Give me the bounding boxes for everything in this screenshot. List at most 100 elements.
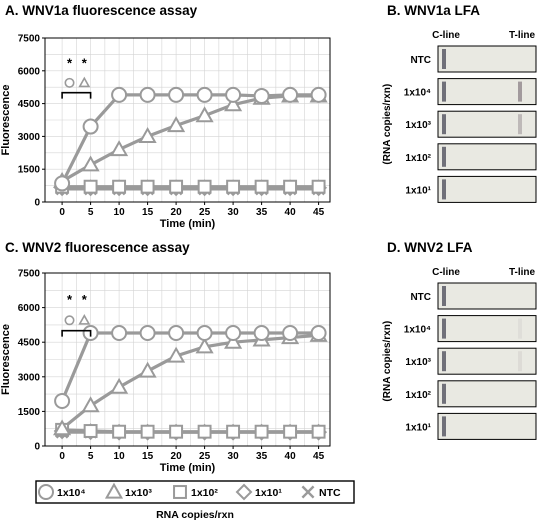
lfa-control-band xyxy=(442,49,446,69)
plot-frame xyxy=(44,272,331,447)
legend-marker-circle xyxy=(38,484,54,500)
data-point xyxy=(225,86,242,103)
series-line xyxy=(60,331,319,402)
x-tick-label: 25 xyxy=(199,451,211,462)
legend-marker-diamond xyxy=(235,483,253,501)
x-tick-label: 25 xyxy=(199,207,211,218)
x-tick-label: 5 xyxy=(88,451,94,462)
data-point xyxy=(226,424,241,439)
lfa-row-label: 1x10³ xyxy=(405,357,431,368)
lfa-control-band xyxy=(442,81,446,102)
data-point xyxy=(224,332,243,349)
lfa-test-band xyxy=(518,114,522,135)
data-point xyxy=(195,106,214,123)
lfa-row-label: 1x10² xyxy=(405,390,431,401)
x-tick-label: 10 xyxy=(114,451,126,462)
series-line xyxy=(60,93,319,185)
data-point xyxy=(169,424,184,439)
legend-label: NTC xyxy=(319,487,341,499)
lfa-row-label: 1x10³ xyxy=(405,120,431,131)
lfa-strip xyxy=(437,143,537,171)
annotation-circle-marker xyxy=(64,315,75,326)
panel-d-title: D. WNV2 LFA xyxy=(387,240,473,255)
legend-marker-triangle xyxy=(104,482,124,499)
data-point xyxy=(226,179,241,194)
lfa-control-band xyxy=(442,286,446,306)
data-point xyxy=(224,95,243,112)
x-axis-label: Time (min) xyxy=(160,462,216,474)
data-point xyxy=(140,179,155,194)
data-point xyxy=(112,424,127,439)
y-tick-label: 4500 xyxy=(18,99,41,110)
t-line-label: T-line xyxy=(509,267,536,278)
data-point xyxy=(310,324,327,341)
y-axis-label: Fluorescence xyxy=(0,324,12,395)
lfa-axis-label: (RNA copies/rxn) xyxy=(382,84,393,165)
x-tick-label: 20 xyxy=(171,451,183,462)
lfa-b: C-line T-line NTC 1x10⁴ 1x10³ 1x10² 1x10¹ (RNA … xyxy=(382,30,537,203)
data-point xyxy=(310,86,327,103)
lfa-control-band xyxy=(442,318,446,339)
lfa-d: C-line T-line NTC 1x10⁴ 1x10³ 1x10² 1x10¹ (RNA … xyxy=(382,267,537,440)
y-axis-label: Fluorescence xyxy=(0,85,12,156)
c-line-label: C-line xyxy=(432,267,460,278)
x-tick-label: 45 xyxy=(313,451,325,462)
panel-c-title: C. WNV2 fluorescence assay xyxy=(5,240,190,255)
data-point xyxy=(111,86,128,103)
c-line-label: C-line xyxy=(432,30,460,41)
y-tick-label: 3000 xyxy=(18,132,41,143)
x-tick-label: 45 xyxy=(313,207,325,218)
x-tick-label: 15 xyxy=(142,207,154,218)
data-point xyxy=(196,86,213,103)
data-point xyxy=(138,361,157,378)
data-point xyxy=(140,424,155,439)
y-tick-label: 3000 xyxy=(18,372,41,383)
series-line xyxy=(61,94,319,183)
data-point xyxy=(283,424,298,439)
x-tick-label: 40 xyxy=(285,451,297,462)
data-point xyxy=(167,116,186,133)
data-point xyxy=(82,118,99,135)
data-point xyxy=(254,179,269,194)
x-tick-label: 30 xyxy=(228,451,240,462)
lfa-row-label: NTC xyxy=(410,292,431,303)
lfa-row-label: 1x10¹ xyxy=(405,185,431,196)
lfa-control-band xyxy=(442,114,446,135)
lfa-strip xyxy=(437,175,537,203)
data-point xyxy=(195,337,214,354)
data-point xyxy=(139,324,156,341)
x-tick-label: 0 xyxy=(59,207,65,218)
x-tick-label: 5 xyxy=(88,207,94,218)
data-point xyxy=(112,179,127,194)
series-line xyxy=(62,428,319,434)
significance-bracket xyxy=(61,329,92,337)
lfa-strip xyxy=(437,110,537,138)
y-tick-label: 1500 xyxy=(18,407,41,418)
data-point xyxy=(282,324,299,341)
data-point xyxy=(83,179,98,194)
data-point xyxy=(54,175,71,192)
data-point xyxy=(311,179,326,194)
lfa-row-label: NTC xyxy=(410,55,431,66)
lfa-strip xyxy=(437,315,537,343)
lfa-strip xyxy=(437,45,537,73)
data-point xyxy=(139,86,156,103)
legend-label: 1x10³ xyxy=(125,487,152,499)
x-tick-label: 20 xyxy=(171,207,183,218)
data-point xyxy=(169,179,184,194)
lfa-control-band xyxy=(442,351,446,372)
lfa-control-band xyxy=(442,416,446,437)
y-tick-label: 6000 xyxy=(18,66,41,77)
lfa-strip xyxy=(437,282,537,310)
data-point xyxy=(225,324,242,341)
data-point xyxy=(167,346,186,363)
legend-label: 1x10² xyxy=(191,487,218,499)
lfa-test-band xyxy=(518,318,522,339)
lfa-test-band xyxy=(518,81,522,102)
data-point xyxy=(196,324,213,341)
data-point xyxy=(81,155,100,172)
y-tick-label: 4500 xyxy=(18,338,41,349)
y-tick-label: 0 xyxy=(34,442,40,453)
annotation-triangle-marker xyxy=(78,314,91,325)
